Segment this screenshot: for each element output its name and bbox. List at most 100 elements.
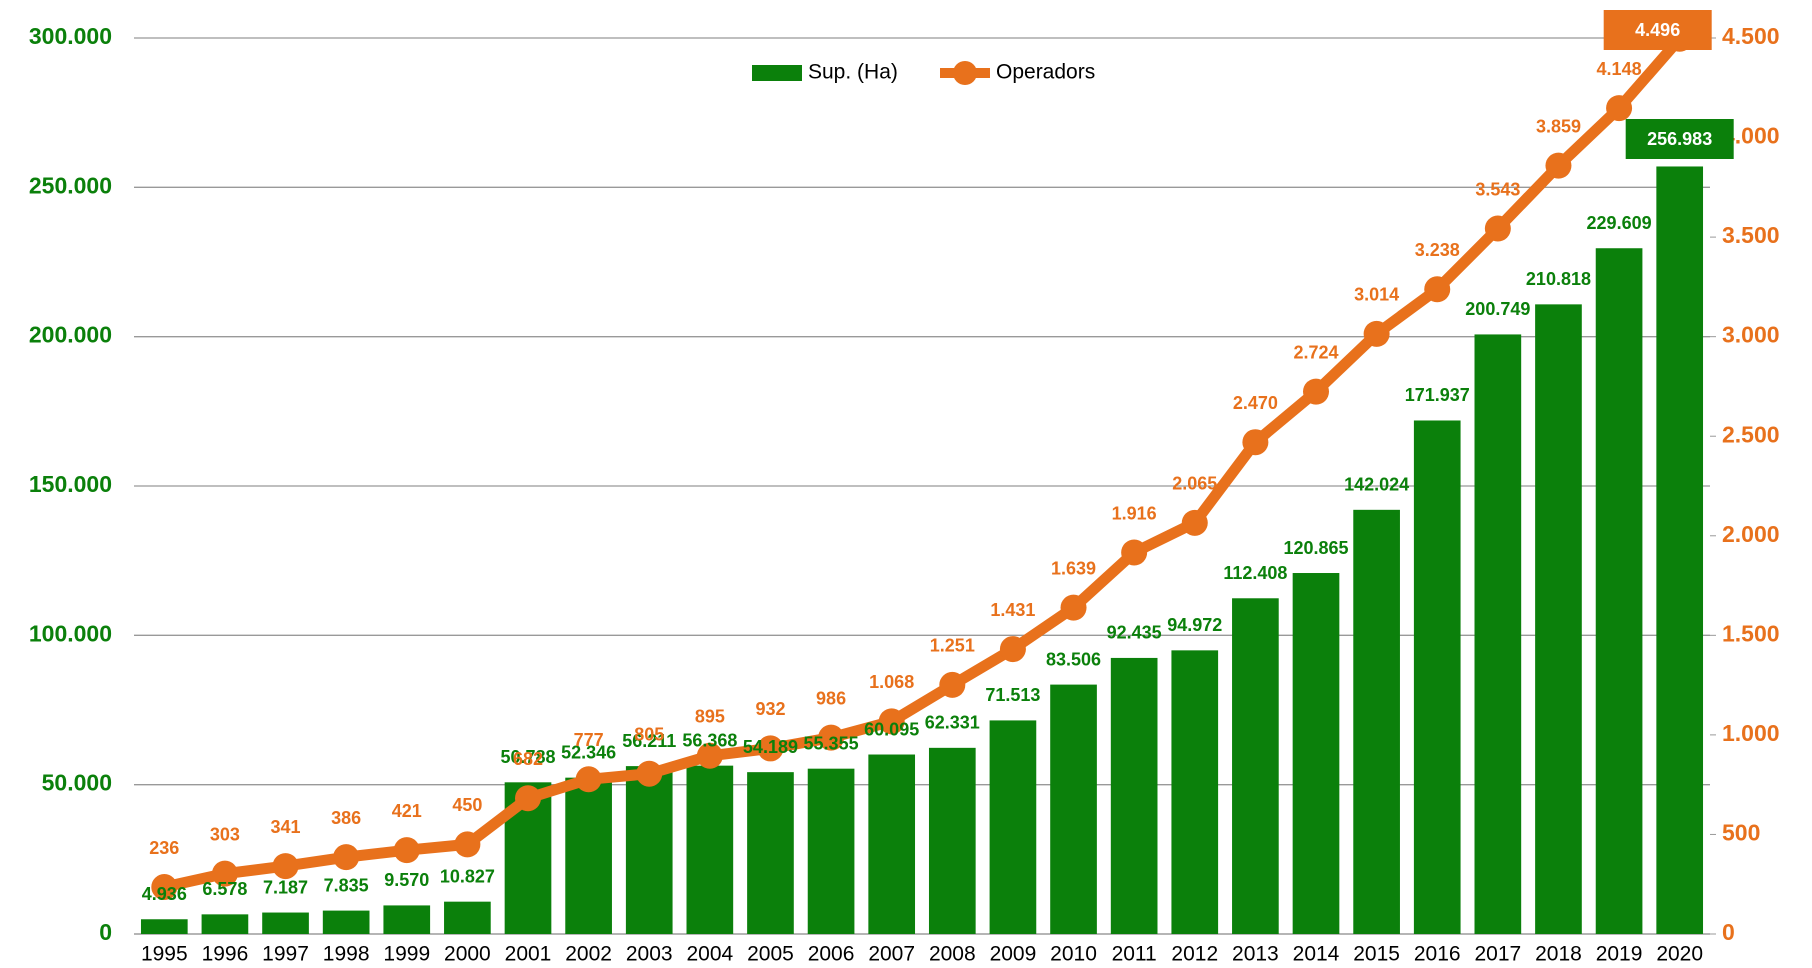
x-tick-label: 2009 bbox=[990, 943, 1037, 966]
value-label-box bbox=[1603, 10, 1712, 50]
value-label: 3.014 bbox=[1354, 285, 1399, 305]
y2-tick-label: 0 bbox=[1722, 919, 1735, 945]
x-tick-label: 2017 bbox=[1474, 943, 1521, 966]
x-tick-label: 1998 bbox=[323, 943, 370, 966]
x-tick-label: 2006 bbox=[808, 943, 855, 966]
value-label: 52.346 bbox=[561, 742, 616, 762]
value-label: 341 bbox=[271, 817, 301, 837]
bar bbox=[989, 720, 1037, 934]
bar bbox=[383, 905, 431, 934]
bar bbox=[1413, 420, 1461, 934]
value-label: 142.024 bbox=[1344, 475, 1409, 495]
x-tick-label: 1996 bbox=[202, 943, 249, 966]
value-label: 83.506 bbox=[1046, 649, 1101, 669]
line-marker bbox=[1060, 594, 1087, 621]
y-tick-label: 50.000 bbox=[42, 770, 112, 796]
line-marker bbox=[393, 837, 420, 864]
value-label: 386 bbox=[331, 808, 361, 828]
line-marker bbox=[1606, 95, 1633, 122]
value-label: 200.749 bbox=[1465, 299, 1530, 319]
value-label: 777 bbox=[574, 730, 604, 750]
bar bbox=[565, 777, 612, 934]
legend-label: Operadors bbox=[996, 61, 1095, 84]
line-marker bbox=[878, 708, 905, 735]
value-label: 2.724 bbox=[1293, 342, 1338, 362]
bar bbox=[868, 754, 916, 934]
value-label: 256.983 bbox=[1647, 129, 1712, 149]
legend-marker bbox=[953, 61, 977, 85]
x-tick-label: 2015 bbox=[1353, 943, 1400, 966]
x-tick-label: 2013 bbox=[1232, 943, 1279, 966]
x-tick-label: 2000 bbox=[444, 943, 491, 966]
value-label: 895 bbox=[695, 707, 725, 727]
value-label: 2.065 bbox=[1172, 474, 1217, 494]
line-marker bbox=[151, 874, 178, 901]
y-tick-label: 300.000 bbox=[29, 23, 112, 49]
line-marker bbox=[1363, 320, 1390, 347]
bar bbox=[1656, 166, 1704, 935]
value-label: 3.238 bbox=[1415, 240, 1460, 260]
value-label: 3.543 bbox=[1475, 179, 1520, 199]
value-label: 7.835 bbox=[324, 875, 369, 895]
x-tick-label: 2008 bbox=[929, 943, 976, 966]
bar bbox=[686, 765, 734, 934]
line-marker bbox=[757, 735, 784, 762]
value-label: 120.865 bbox=[1283, 538, 1348, 558]
value-label: 9.570 bbox=[384, 870, 429, 890]
line-marker bbox=[515, 785, 541, 812]
line-marker bbox=[1424, 276, 1451, 303]
value-label: 932 bbox=[755, 699, 785, 719]
bar bbox=[262, 912, 309, 934]
value-label: 94.972 bbox=[1167, 615, 1222, 635]
line-marker bbox=[1242, 429, 1269, 456]
bar bbox=[625, 766, 673, 934]
bar bbox=[444, 901, 491, 934]
value-label: 4.496 bbox=[1635, 20, 1680, 40]
bar bbox=[1110, 657, 1158, 934]
value-label: 7.187 bbox=[263, 877, 308, 897]
y-tick-label: 100.000 bbox=[29, 620, 112, 646]
line-marker bbox=[1545, 152, 1572, 179]
bar bbox=[807, 768, 855, 934]
value-label-box bbox=[1625, 119, 1734, 159]
x-tick-label: 1997 bbox=[262, 943, 309, 966]
line-marker bbox=[211, 860, 238, 887]
bar bbox=[1535, 304, 1582, 934]
line-marker bbox=[1303, 378, 1329, 405]
value-label: 805 bbox=[634, 724, 664, 744]
x-tick-label: 2020 bbox=[1656, 943, 1703, 966]
x-tick-label: 2010 bbox=[1050, 943, 1097, 966]
y-tick-label: 200.000 bbox=[29, 322, 112, 348]
y2-tick-label: 3.500 bbox=[1722, 222, 1780, 248]
value-label: 56.211 bbox=[622, 731, 676, 751]
line-marker bbox=[939, 671, 966, 698]
value-label: 55.355 bbox=[804, 733, 859, 753]
y2-tick-label: 2.000 bbox=[1722, 521, 1780, 547]
x-tick-label: 2012 bbox=[1171, 943, 1218, 966]
value-label: 210.818 bbox=[1526, 269, 1591, 289]
value-label: 450 bbox=[452, 795, 482, 815]
x-tick-label: 2018 bbox=[1535, 943, 1582, 966]
x-tick-label: 2005 bbox=[747, 943, 794, 966]
value-label: 62.331 bbox=[925, 713, 980, 733]
value-label: 171.937 bbox=[1405, 385, 1470, 405]
x-tick-label: 2003 bbox=[626, 943, 673, 966]
line-marker bbox=[575, 766, 602, 793]
line-marker bbox=[818, 724, 845, 751]
x-tick-label: 2002 bbox=[565, 943, 612, 966]
value-label: 10.827 bbox=[440, 866, 495, 886]
value-label: 71.513 bbox=[985, 685, 1040, 705]
bar bbox=[747, 772, 794, 934]
value-label: 4.936 bbox=[142, 884, 187, 904]
y2-tick-label: 4.500 bbox=[1722, 23, 1780, 49]
bar bbox=[1353, 509, 1400, 934]
value-label: 236 bbox=[149, 838, 179, 858]
value-label: 6.578 bbox=[202, 879, 247, 899]
value-label: 50.788 bbox=[500, 747, 555, 767]
x-tick-label: 2019 bbox=[1596, 943, 1643, 966]
line-marker bbox=[999, 636, 1026, 663]
value-label: 112.408 bbox=[1223, 563, 1287, 583]
x-tick-label: 2007 bbox=[868, 943, 915, 966]
x-tick-label: 2004 bbox=[686, 943, 733, 966]
